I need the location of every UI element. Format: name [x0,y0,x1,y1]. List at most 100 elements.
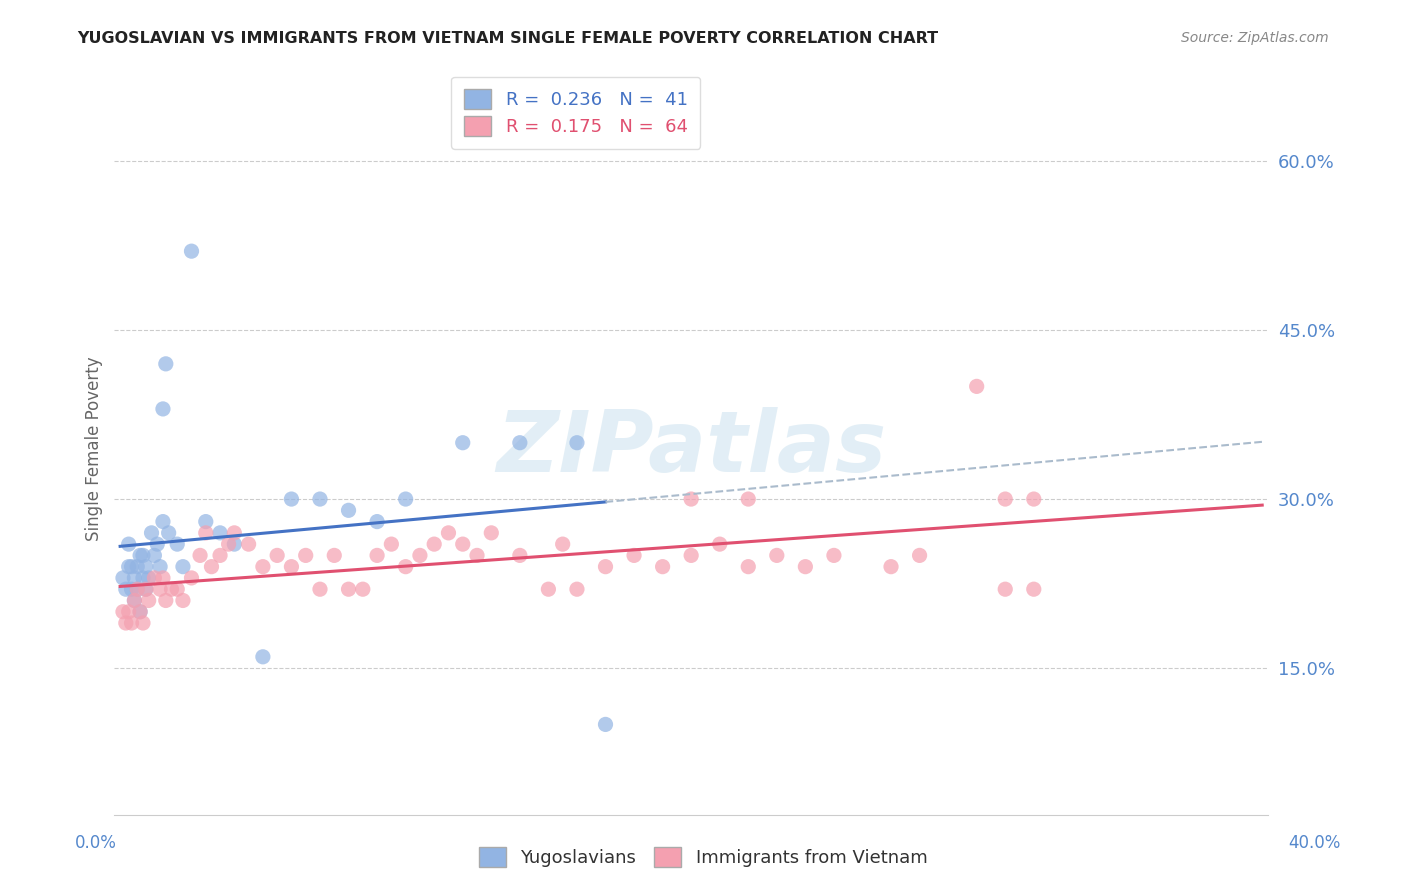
Point [155,357,177,371]
Point [209,549,232,563]
Legend: R =  0.236   N =  41, R =  0.175   N =  64: R = 0.236 N = 41, R = 0.175 N = 64 [451,77,700,149]
Point [766,549,789,563]
Point [111,571,134,585]
Point [565,582,588,597]
Point [149,582,172,597]
Text: Source: ZipAtlas.com: Source: ZipAtlas.com [1181,31,1329,45]
Y-axis label: Single Female Poverty: Single Female Poverty [86,356,103,541]
Point [124,593,146,607]
Point [409,549,432,563]
Point [129,605,152,619]
Point [121,559,143,574]
Point [595,717,617,731]
Point [218,537,240,551]
Point [1022,582,1045,597]
Point [451,537,474,551]
Point [138,593,160,607]
Point [823,549,845,563]
Point [143,571,166,585]
Point [323,549,346,563]
Point [509,435,531,450]
Point [709,537,731,551]
Point [252,649,274,664]
Point [266,549,288,563]
Point [127,582,149,597]
Point [966,379,988,393]
Point [252,559,274,574]
Point [132,549,155,563]
Point [395,559,418,574]
Point [366,549,388,563]
Point [294,549,316,563]
Point [209,525,232,540]
Point [565,435,588,450]
Point [380,537,402,551]
Point [908,549,931,563]
Point [395,491,418,506]
Point [352,582,374,597]
Point [146,537,169,551]
Point [166,582,188,597]
Legend: Yugoslavians, Immigrants from Vietnam: Yugoslavians, Immigrants from Vietnam [471,839,935,874]
Point [238,537,260,551]
Point [651,559,673,574]
Point [180,244,202,259]
Point [155,593,177,607]
Point [132,571,155,585]
Text: 0.0%: 0.0% [75,834,117,852]
Point [437,525,460,540]
Point [681,491,703,506]
Point [172,593,194,607]
Point [366,515,388,529]
Point [180,571,202,585]
Point [194,515,217,529]
Point [337,503,360,517]
Point [129,605,152,619]
Point [737,491,759,506]
Point [994,582,1017,597]
Point [623,549,645,563]
Text: ZIPatlas: ZIPatlas [496,407,886,490]
Point [152,401,174,416]
Point [121,615,143,630]
Point [138,571,160,585]
Point [172,559,194,574]
Point [166,537,188,551]
Point [152,571,174,585]
Point [114,582,136,597]
Point [157,525,180,540]
Point [141,525,163,540]
Point [127,559,149,574]
Point [794,559,817,574]
Point [114,615,136,630]
Point [135,582,157,597]
Point [111,605,134,619]
Point [479,525,502,540]
Point [551,537,574,551]
Point [200,559,222,574]
Point [124,593,146,607]
Point [994,491,1017,506]
Point [423,537,446,551]
Point [737,559,759,574]
Point [135,559,157,574]
Point [118,537,141,551]
Point [280,559,302,574]
Point [129,549,152,563]
Text: 40.0%: 40.0% [1288,834,1341,852]
Point [135,582,157,597]
Point [681,549,703,563]
Point [451,435,474,450]
Point [118,559,141,574]
Point [121,582,143,597]
Point [309,491,332,506]
Point [127,582,149,597]
Point [595,559,617,574]
Point [132,615,155,630]
Point [337,582,360,597]
Point [465,549,488,563]
Point [118,605,141,619]
Point [509,549,531,563]
Point [224,537,246,551]
Point [880,559,903,574]
